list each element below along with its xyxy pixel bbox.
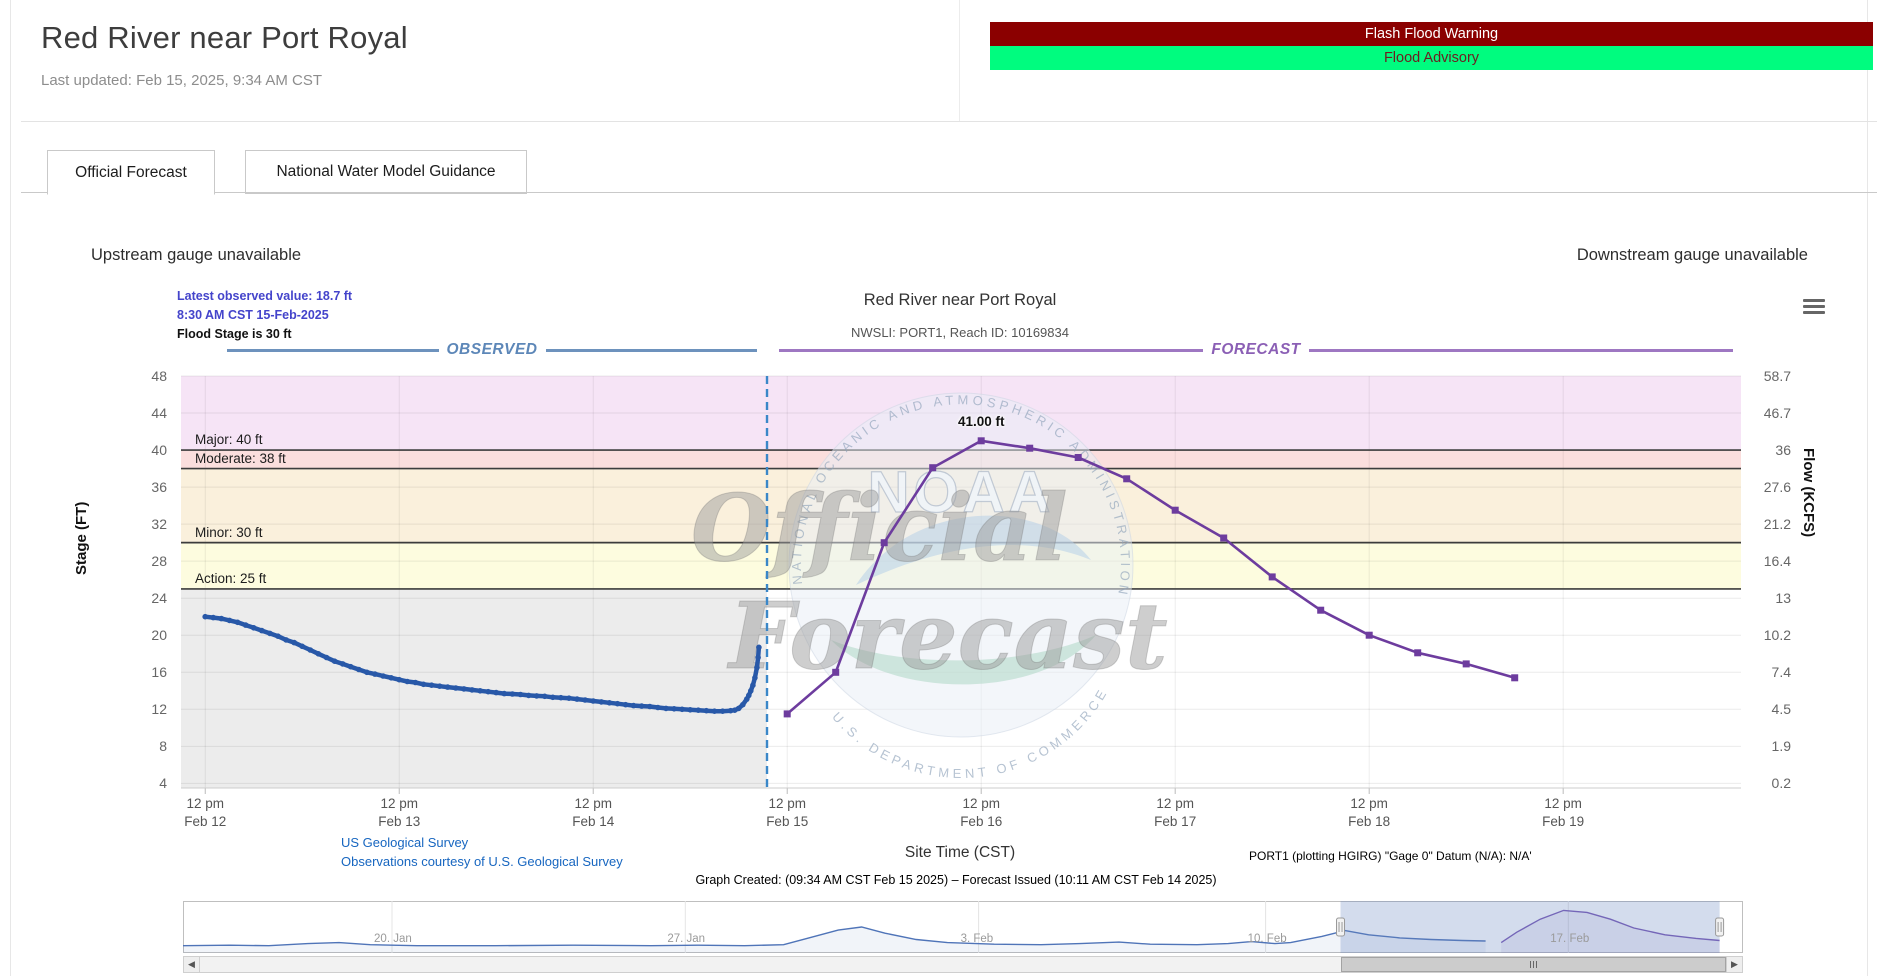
observed-label: OBSERVED	[446, 341, 538, 358]
graph-created-note: Graph Created: (09:34 AM CST Feb 15 2025…	[695, 873, 1217, 887]
latest-observed-block: Latest observed value: 18.7 ft 8:30 AM C…	[177, 287, 352, 344]
flow-tick-label: 1.9	[1771, 738, 1791, 755]
stage-tick-label: 4	[159, 775, 167, 792]
usgs-observations-link[interactable]: Observations courtesy of U.S. Geological…	[341, 854, 623, 869]
flow-tick-label: 21.2	[1763, 516, 1791, 533]
datum-note: PORT1 (plotting HGIRG) "Gage 0" Datum (N…	[1249, 849, 1532, 863]
flow-tick-label: 58.7	[1763, 368, 1791, 384]
observed-rule-left	[227, 348, 439, 352]
latest-observed-value: Latest observed value: 18.7 ft	[177, 289, 353, 303]
svg-text:NOAA: NOAA	[868, 460, 1055, 525]
chart-title: Red River near Port Royal	[863, 291, 1057, 309]
forecast-rule-right	[1308, 348, 1733, 352]
stage-tick-label: 36	[151, 479, 167, 496]
navigator-date-label: 10. Feb	[1247, 933, 1287, 945]
navigator-date-label: 17. Feb	[1550, 933, 1590, 945]
x-axis-tick-label: 12 pm Feb 12	[184, 796, 227, 829]
navigator-observed-line	[183, 926, 1486, 947]
header-divider	[959, 0, 960, 121]
threshold-label-minor: Minor: 30 ft	[195, 524, 263, 540]
flow-tick-label: 0.2	[1771, 775, 1791, 792]
stage-tick-label: 24	[151, 590, 167, 607]
flow-tick-label: 4.5	[1771, 701, 1791, 718]
header-border	[21, 121, 1877, 122]
tab-national-water-model-guidance[interactable]: National Water Model Guidance	[245, 150, 527, 194]
threshold-label-major: Major: 40 ft	[195, 432, 263, 448]
stage-tick-label: 8	[159, 738, 167, 755]
flow-tick-label: 7.4	[1771, 664, 1791, 681]
x-axis-tick-label: 12 pm Feb 15	[766, 796, 809, 829]
hydrograph-plot: NATIONAL OCEANIC AND ATMOSPHERIC ADMINIS…	[181, 375, 1741, 794]
flow-tick-label: 10.2	[1763, 627, 1791, 644]
x-axis-tick-label: 12 pm Feb 18	[1348, 796, 1391, 829]
flood-advisory-banner[interactable]: Flood Advisory	[990, 46, 1873, 70]
threshold-label-moderate: Moderate: 38 ft	[195, 450, 286, 466]
page-card: Red River near Port Royal Last updated: …	[10, 0, 1877, 976]
navigator-date-label: 20. Jan	[374, 933, 412, 945]
flow-tick-label: 46.7	[1763, 405, 1791, 422]
stage-tick-label: 16	[151, 664, 167, 681]
navigator-selection[interactable]	[1340, 901, 1720, 953]
x-axis-tick-label: 12 pm Feb 19	[1542, 796, 1585, 829]
flow-tick-label: 27.6	[1763, 479, 1791, 496]
observed-header: OBSERVED	[227, 341, 757, 359]
scrollbar-left-arrow-button[interactable]: ◀	[183, 956, 200, 973]
tab-panel-border	[21, 192, 1877, 193]
navigator-date-label: 3. Feb	[960, 933, 994, 945]
flash-flood-warning-banner[interactable]: Flash Flood Warning	[990, 22, 1873, 46]
navigator-handle-right[interactable]	[1715, 917, 1725, 937]
stage-tick-label: 48	[151, 368, 167, 384]
navigator-handle-left[interactable]	[1336, 917, 1346, 937]
latest-observed-time: 8:30 AM CST 15-Feb-2025	[177, 308, 329, 322]
navigator-forecast-line	[1500, 909, 1720, 944]
page-title: Red River near Port Royal	[41, 20, 408, 55]
x-axis-tick-label: 12 pm Feb 17	[1154, 796, 1197, 829]
svg-text:Official: Official	[691, 474, 1068, 582]
stage-tick-label: 12	[151, 701, 167, 718]
forecast-rule-left	[779, 348, 1204, 352]
x-axis-tick-label: 12 pm Feb 13	[378, 796, 421, 829]
upstream-gauge-note: Upstream gauge unavailable	[91, 246, 302, 264]
flood-stage-note: Flood Stage is 30 ft	[177, 327, 292, 341]
stage-tick-label: 28	[151, 553, 167, 570]
forecast-peak-annotation: 41.00 ft	[957, 413, 1005, 429]
last-updated-text: Last updated: Feb 15, 2025, 9:34 AM CST	[41, 72, 323, 89]
navigator-chart[interactable]	[183, 901, 1743, 953]
tab-official-forecast[interactable]: Official Forecast	[47, 150, 215, 195]
stage-tick-label: 32	[151, 516, 167, 533]
forecast-label: FORECAST	[1211, 341, 1301, 358]
svg-text:Forecast: Forecast	[726, 582, 1168, 690]
flow-tick-label: 36	[1775, 442, 1791, 459]
stage-tick-label: 40	[151, 442, 167, 459]
downstream-gauge-note: Downstream gauge unavailable	[1576, 246, 1808, 264]
scrollbar-right-arrow-button[interactable]: ▶	[1726, 956, 1743, 973]
observed-rule-right	[545, 348, 757, 352]
flow-tick-label: 13	[1775, 590, 1791, 607]
usgs-link[interactable]: US Geological Survey	[341, 835, 469, 850]
usgs-links: US Geological Survey Observations courte…	[341, 833, 623, 871]
forecast-series-line	[786, 439, 1516, 715]
navigator-date-label: 27. Jan	[667, 933, 706, 945]
forecast-header: FORECAST	[779, 341, 1733, 359]
x-axis-title: Site Time (CST)	[904, 844, 1016, 861]
x-axis-tick-label: 12 pm Feb 14	[572, 796, 615, 829]
threshold-label-action: Action: 25 ft	[195, 570, 267, 586]
chart-menu-icon[interactable]	[1803, 299, 1825, 315]
stage-tick-label: 20	[151, 627, 167, 644]
chart-subtitle: NWSLI: PORT1, Reach ID: 10169834	[851, 325, 1069, 340]
flow-tick-label: 16.4	[1763, 553, 1791, 570]
stage-tick-label: 44	[151, 405, 167, 422]
scrollbar-thumb[interactable]	[1340, 957, 1726, 972]
x-axis-tick-label: 12 pm Feb 16	[960, 796, 1003, 829]
